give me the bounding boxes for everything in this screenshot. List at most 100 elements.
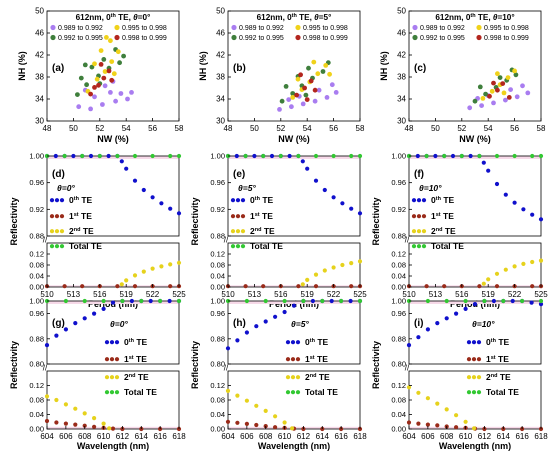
scatter-point xyxy=(111,71,117,77)
y-tick-label: 38 xyxy=(35,73,44,82)
panel-letter: (i) xyxy=(414,318,423,329)
series-point xyxy=(340,262,345,268)
legend-marker xyxy=(109,390,115,395)
y-tick-label: 0.80 xyxy=(210,360,225,369)
series-point xyxy=(263,298,268,304)
series-point xyxy=(234,153,239,159)
y-tick-label: 34 xyxy=(216,95,225,104)
x-tick-label: 608 xyxy=(259,432,273,441)
legend-marker xyxy=(54,198,60,203)
series-point xyxy=(101,298,106,304)
x-tick-label: 513 xyxy=(248,290,262,299)
series-point xyxy=(71,153,76,159)
series-point xyxy=(494,153,500,159)
y-tick-label: 50 xyxy=(35,7,44,16)
series-point xyxy=(521,207,526,212)
y-tick-label: 0.96 xyxy=(391,309,406,318)
series-point xyxy=(132,153,138,159)
x-tick-label: 614 xyxy=(316,432,330,441)
y-tick-label: 30 xyxy=(35,117,44,126)
panel-letter: (c) xyxy=(414,63,426,74)
series-point xyxy=(468,153,473,159)
series-point xyxy=(159,201,164,206)
legend-label: 0.995 to 0.998 xyxy=(122,25,167,32)
series-point xyxy=(322,187,327,193)
x-tick-label: 606 xyxy=(240,432,254,441)
series-point xyxy=(119,159,124,164)
series-point xyxy=(486,277,491,282)
series-point xyxy=(176,260,182,265)
scatter-point xyxy=(467,105,473,111)
legend-label: 1st TE xyxy=(250,211,273,221)
legend-label: 0.998 to 0.999 xyxy=(122,35,167,42)
y-tick-label: 46 xyxy=(35,29,44,38)
series-point xyxy=(357,298,363,304)
plot-frame-upper xyxy=(46,155,180,237)
x-tick-label: 608 xyxy=(440,432,454,441)
y-tick-label: 0.00 xyxy=(391,425,406,434)
legend-marker xyxy=(416,214,422,219)
scatter-point xyxy=(302,85,307,91)
theta-label: θ=0° xyxy=(110,319,128,329)
legend-marker xyxy=(295,24,301,31)
y-tick-label: 0.12 xyxy=(210,250,225,259)
axis-break-mark: // xyxy=(224,236,229,245)
highlight-band xyxy=(409,156,541,159)
x-tick-label: 56 xyxy=(329,124,338,133)
legend-marker xyxy=(231,24,237,31)
scatter-point xyxy=(320,69,326,74)
scatter-point xyxy=(88,91,93,97)
series-point xyxy=(53,153,58,159)
series-point xyxy=(310,298,315,304)
series-point xyxy=(282,309,287,315)
y-tick-label: 0.88 xyxy=(29,232,44,241)
series-point xyxy=(63,298,68,304)
panel-letter: (e) xyxy=(233,169,245,180)
legend-label: Total TE xyxy=(305,387,338,397)
y-tick-label: 0.00 xyxy=(29,283,44,292)
x-tick-label: 610 xyxy=(97,432,111,441)
series-point xyxy=(538,302,544,307)
scatter-point xyxy=(290,91,296,96)
x-tick-label: 58 xyxy=(175,124,184,133)
x-tick-label: 513 xyxy=(67,290,81,299)
series-point xyxy=(305,277,310,282)
y-tick-label: 38 xyxy=(216,73,225,82)
legend-marker xyxy=(49,198,55,203)
legend-marker xyxy=(59,198,65,203)
series-point xyxy=(92,424,97,429)
series-point xyxy=(538,258,544,263)
legend-label: 0th TE xyxy=(250,195,274,205)
scatter-point xyxy=(290,95,296,100)
panel-title: 612nm, 0th TE, θ=10° xyxy=(435,13,514,22)
series-point xyxy=(176,153,182,159)
scatter-point xyxy=(98,62,104,67)
x-tick-label: 606 xyxy=(421,432,435,441)
legend-marker xyxy=(114,24,120,31)
x-tick-label: 48 xyxy=(43,124,52,133)
legend-marker xyxy=(411,229,417,234)
y-tick-label: 0.96 xyxy=(29,309,44,318)
legend-label: 0th TE xyxy=(69,195,93,205)
series-point xyxy=(273,425,278,430)
series-point xyxy=(416,390,421,395)
y-tick-label: 0.08 xyxy=(29,261,44,270)
legend-marker xyxy=(240,244,246,249)
series-point xyxy=(263,408,268,413)
highlight-band xyxy=(228,301,360,304)
series-point xyxy=(494,271,500,276)
legend-marker xyxy=(285,357,291,362)
series-point xyxy=(44,394,50,399)
legend-marker xyxy=(471,375,477,380)
series-point xyxy=(129,298,134,304)
y-tick-label: 0.88 xyxy=(391,232,406,241)
y-tick-label: 0.04 xyxy=(391,272,406,281)
legend-marker xyxy=(114,34,120,41)
series-point xyxy=(512,153,517,159)
legend-label: 2nd TE xyxy=(69,226,94,236)
series-point xyxy=(331,195,336,200)
x-tick-label: 48 xyxy=(405,124,414,133)
series-point xyxy=(296,284,301,289)
y-axis-label: NH (%) xyxy=(198,51,208,81)
series-point xyxy=(512,264,517,269)
